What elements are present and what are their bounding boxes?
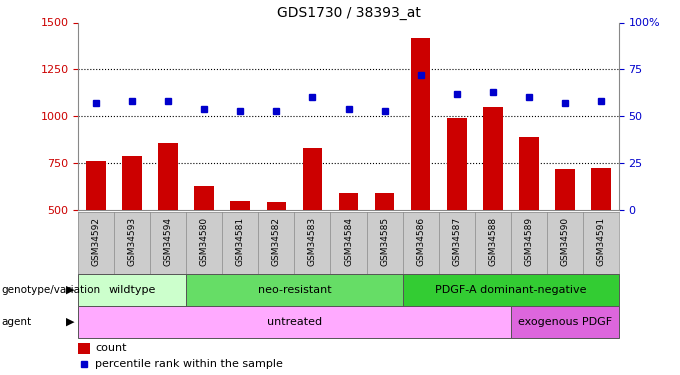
Text: GSM34584: GSM34584 <box>344 217 353 266</box>
Text: GSM34593: GSM34593 <box>128 217 137 266</box>
Text: exogenous PDGF: exogenous PDGF <box>517 316 612 327</box>
Text: ▶: ▶ <box>66 285 74 295</box>
Text: wildtype: wildtype <box>109 285 156 295</box>
Title: GDS1730 / 38393_at: GDS1730 / 38393_at <box>277 6 420 20</box>
Bar <box>194 186 214 210</box>
Text: GSM34587: GSM34587 <box>452 217 461 266</box>
Text: percentile rank within the sample: percentile rank within the sample <box>95 359 284 369</box>
Text: GSM34580: GSM34580 <box>200 217 209 266</box>
Text: GSM34592: GSM34592 <box>92 217 101 266</box>
Bar <box>555 169 575 210</box>
Bar <box>375 193 394 210</box>
Text: PDGF-A dominant-negative: PDGF-A dominant-negative <box>435 285 586 295</box>
Bar <box>303 148 322 210</box>
Bar <box>78 343 90 354</box>
Bar <box>591 168 611 210</box>
Bar <box>519 137 539 210</box>
Bar <box>158 142 178 210</box>
Bar <box>267 201 286 210</box>
Bar <box>122 156 142 210</box>
Text: count: count <box>95 343 127 353</box>
Bar <box>483 107 503 210</box>
Text: GSM34588: GSM34588 <box>488 217 497 266</box>
Bar <box>78 274 186 306</box>
Bar <box>231 201 250 210</box>
Text: GSM34586: GSM34586 <box>416 217 425 266</box>
Text: neo-resistant: neo-resistant <box>258 285 331 295</box>
Bar <box>78 306 511 338</box>
Text: GSM34585: GSM34585 <box>380 217 389 266</box>
Bar <box>86 161 106 210</box>
Bar <box>447 118 466 210</box>
Text: GSM34594: GSM34594 <box>164 217 173 266</box>
Text: ▶: ▶ <box>66 316 74 327</box>
Text: genotype/variation: genotype/variation <box>1 285 101 295</box>
Text: GSM34589: GSM34589 <box>524 217 533 266</box>
Text: GSM34591: GSM34591 <box>596 217 605 266</box>
Bar <box>186 274 403 306</box>
Text: GSM34590: GSM34590 <box>560 217 569 266</box>
Bar <box>511 306 619 338</box>
Bar <box>403 274 619 306</box>
Bar <box>411 38 430 210</box>
Text: agent: agent <box>1 316 31 327</box>
Text: GSM34581: GSM34581 <box>236 217 245 266</box>
Text: untreated: untreated <box>267 316 322 327</box>
Bar <box>339 193 358 210</box>
Text: GSM34583: GSM34583 <box>308 217 317 266</box>
Text: GSM34582: GSM34582 <box>272 217 281 266</box>
